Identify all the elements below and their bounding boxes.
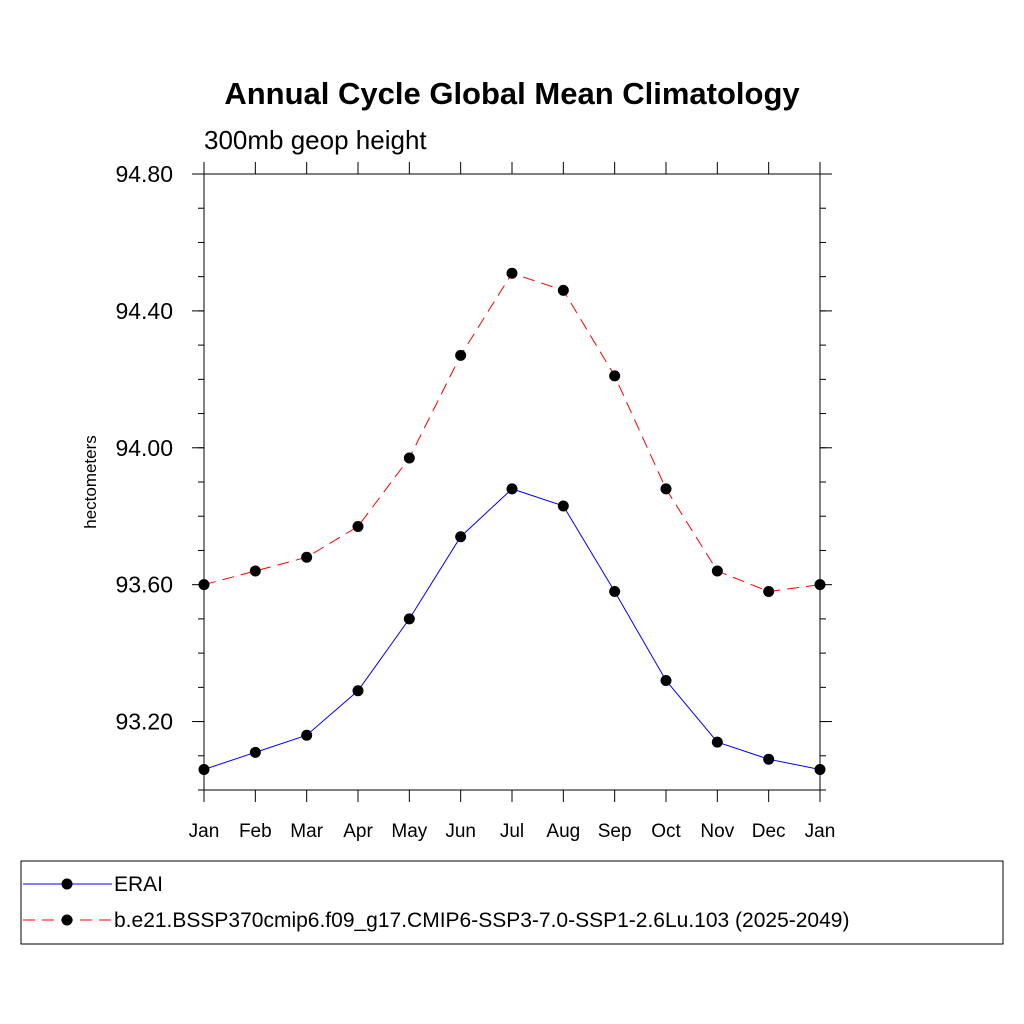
series-1-point [711, 565, 723, 577]
series-0-point [249, 746, 261, 758]
legend-marker-erai [61, 878, 73, 890]
series-line-1 [203, 272, 821, 593]
series-0-point [557, 500, 569, 512]
x-tick-label: Sep [598, 821, 632, 842]
x-tick-label: Dec [752, 821, 786, 842]
y-tick-label: 94.80 [115, 161, 173, 187]
series-1-point [814, 579, 826, 591]
series-1-point [455, 349, 467, 361]
y-axis-label: hectometers [81, 435, 100, 529]
x-tick-label: Nov [700, 821, 734, 842]
series-1-point [352, 520, 364, 532]
series-1-point [557, 284, 569, 296]
x-tick-label: Jan [805, 821, 836, 842]
y-tick-label: 94.40 [115, 298, 173, 324]
x-tick-label: Jul [500, 821, 524, 842]
chart-subtitle: 300mb geop height [204, 125, 427, 155]
legend-label-erai: ERAI [114, 873, 163, 896]
series-0-point [198, 763, 210, 775]
series-1-point [506, 267, 518, 279]
series-0-point [455, 531, 467, 543]
x-tick-label: Feb [239, 821, 272, 842]
series-0-point [814, 763, 826, 775]
series-1-point [301, 551, 313, 563]
x-tick-label: May [391, 821, 427, 842]
y-tick-label: 94.00 [115, 435, 173, 461]
x-tick-label: Mar [290, 821, 323, 842]
series-1-point [249, 565, 261, 577]
series-1-point [660, 483, 672, 495]
series-1-point [198, 579, 210, 591]
y-tick-label: 93.20 [115, 709, 173, 735]
series-0-point [403, 613, 415, 625]
legend-label-model: b.e21.BSSP370cmip6.f09_g17.CMIP6-SSP3-7.… [114, 909, 849, 932]
series-0-point [609, 586, 621, 598]
legend-marker-model [61, 914, 73, 926]
series-1-point [763, 586, 775, 598]
plot-area: Jan Feb Mar Apr May Jun Jul Aug Sep Oct Nov Dec Jan 9… [115, 161, 835, 842]
legend-box [20, 860, 1004, 945]
x-tick-label: Jan [189, 821, 220, 842]
series-0-point [711, 736, 723, 748]
series-0-point [660, 674, 672, 686]
series-0-point [352, 685, 364, 697]
y-tick-label: 93.60 [115, 572, 173, 598]
series-0-point [763, 753, 775, 765]
series-0-point [301, 729, 313, 741]
x-tick-label: Oct [651, 821, 681, 842]
legend-item-model: b.e21.BSSP370cmip6.f09_g17.CMIP6-SSP3-7.… [23, 909, 849, 932]
series-0-point [506, 483, 518, 495]
legend-item-erai: ERAI [23, 873, 163, 896]
series-1-point [403, 452, 415, 464]
x-tick-label: Aug [546, 821, 580, 842]
series-1-point [609, 370, 621, 382]
series-line-0 [203, 488, 821, 770]
chart-title: Annual Cycle Global Mean Climatology [224, 76, 800, 111]
x-tick-label: Apr [343, 821, 373, 842]
plot-frame [203, 173, 821, 791]
x-tick-label: Jun [445, 821, 476, 842]
